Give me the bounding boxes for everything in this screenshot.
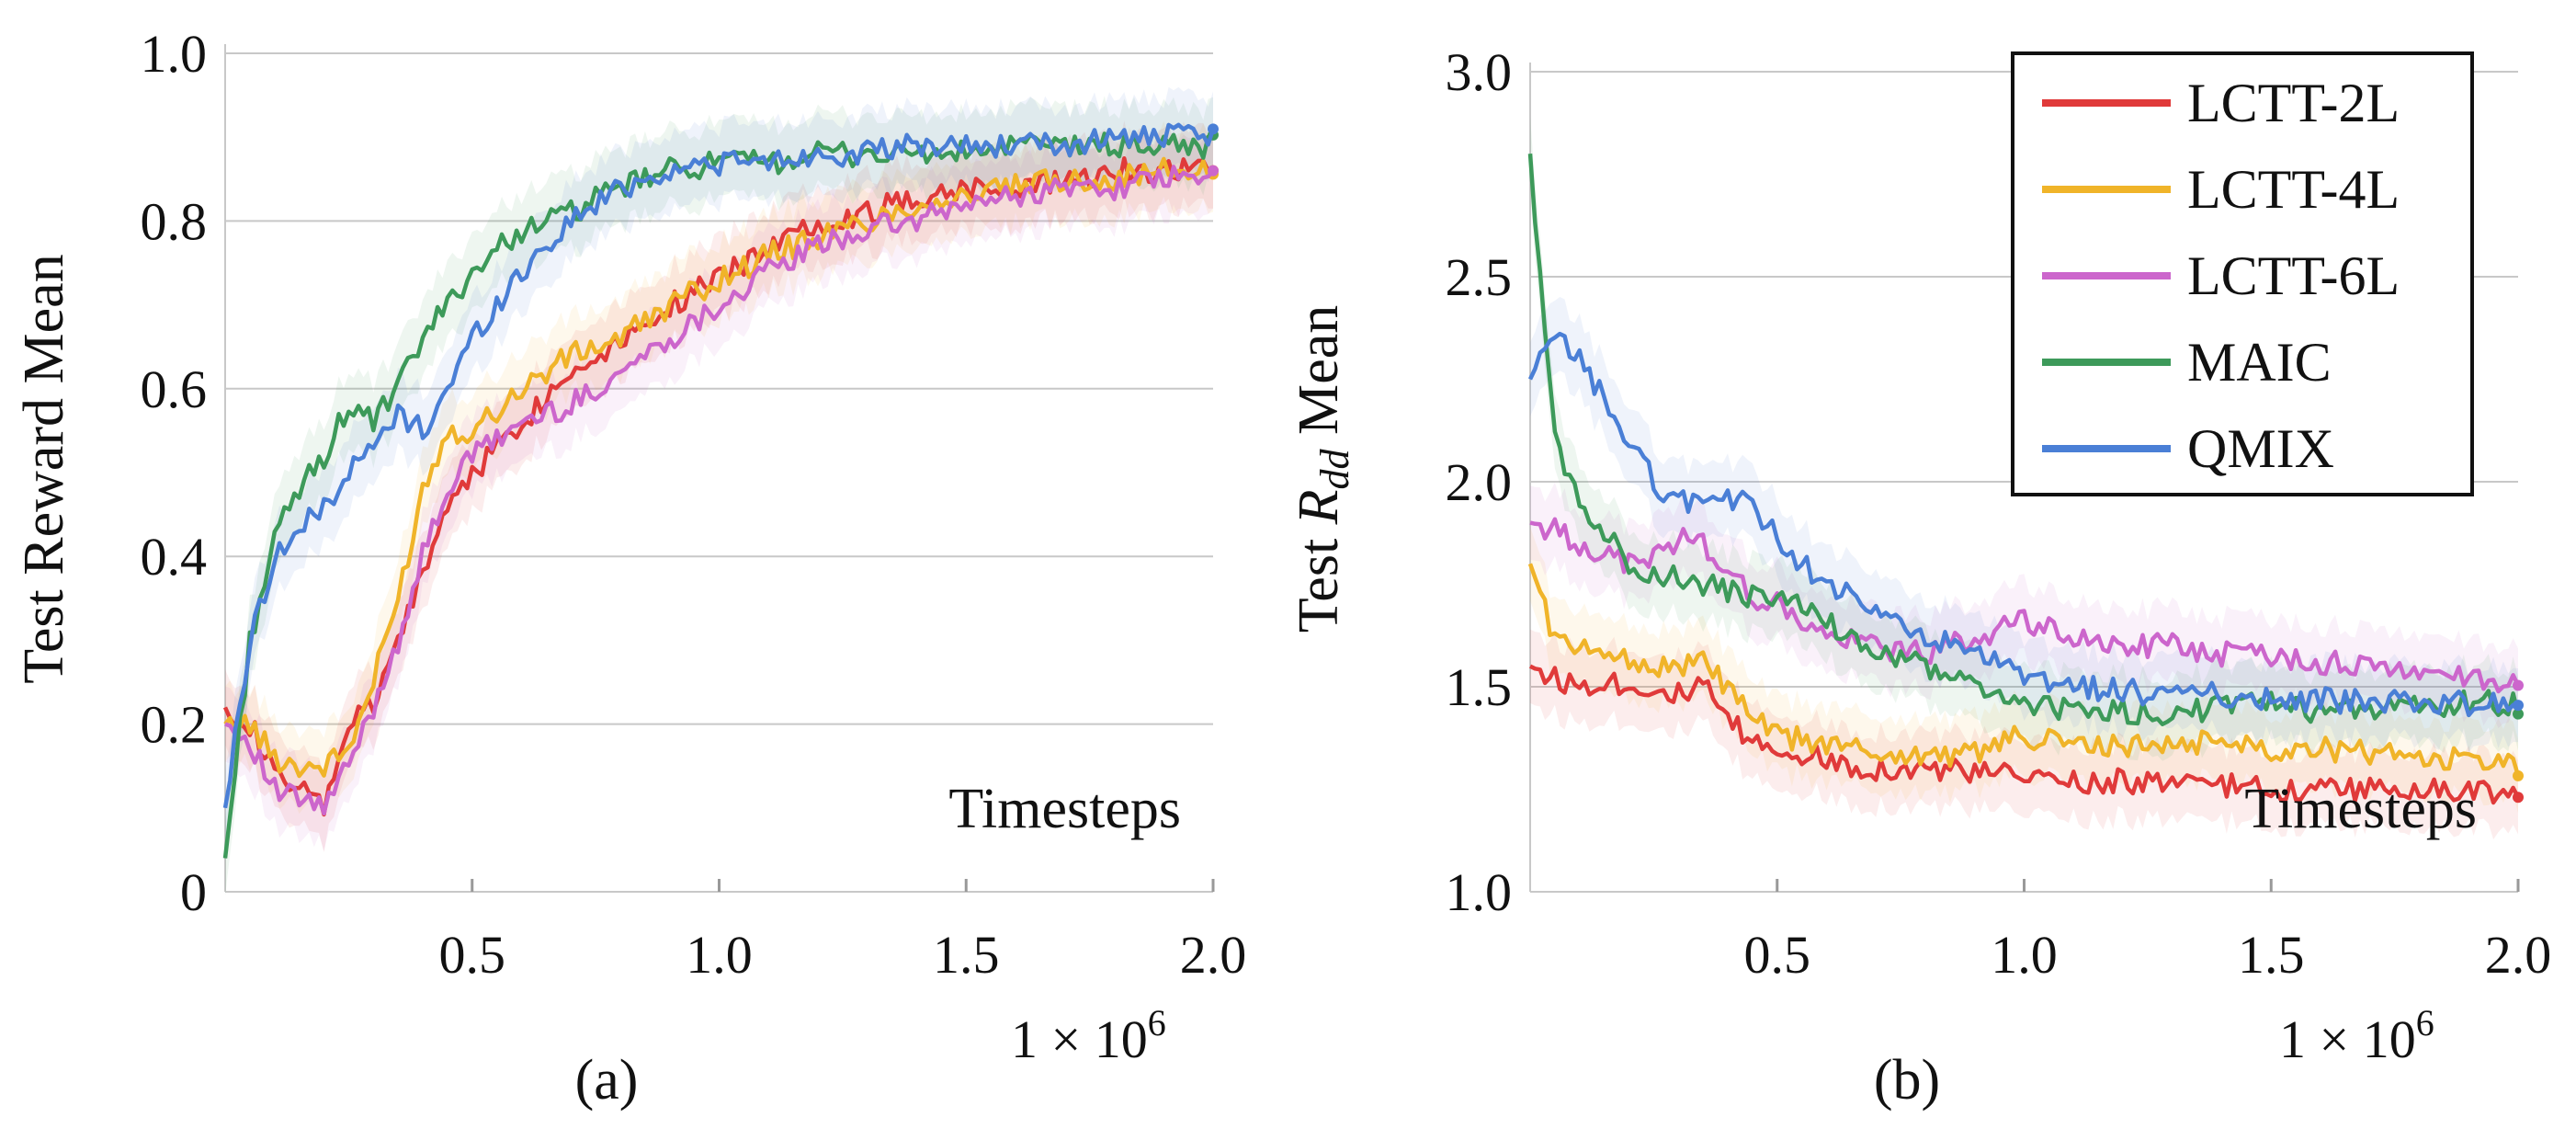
panel-b-ylabel-var: R <box>1288 489 1350 525</box>
legend-label-lctt-6l: LCTT-6L <box>2187 245 2400 306</box>
panel-a-ytick-label: 0.6 <box>141 359 208 419</box>
panel-b-endpoint-lctt-2l <box>2513 792 2524 804</box>
panel-b-xtick-label: 1.5 <box>2238 925 2305 985</box>
panel-b-endpoint-lctt-4l <box>2513 770 2524 781</box>
panel-b-ytick-label: 3.0 <box>1446 42 1513 102</box>
panel-a-line-maic <box>222 131 1214 859</box>
panel-a-x-multiplier-exponent: 6 <box>1148 1002 1166 1043</box>
panel-b-label: (b) <box>1874 1049 1940 1112</box>
panel-a-xtick-label: 1.5 <box>933 925 1000 985</box>
panel-b-ytick-label: 2.5 <box>1446 247 1513 307</box>
panel-a-xtick-label: 1.0 <box>686 925 753 985</box>
legend-label-lctt-2l: LCTT-2L <box>2187 73 2400 133</box>
panel-b-x-multiplier-base: 1 × 10 <box>2279 1009 2416 1069</box>
panel-b-xtick-label: 0.5 <box>1744 925 1811 985</box>
panel-b-xtick-label: 2.0 <box>2485 925 2552 985</box>
panel-b-line-qmix <box>1527 331 2519 718</box>
panel-b: 0.5 1.0 1.5 2.0 1.0 1.5 2.0 2.5 3.0 Timesteps T… <box>1288 42 2551 1112</box>
panel-a-endpoint-lctt-6l <box>1208 165 1219 177</box>
panel-a-xtick-label: 0.5 <box>439 925 506 985</box>
panel-b-endpoint-maic <box>2513 708 2524 720</box>
panel-b-ytick-label: 1.0 <box>1446 862 1513 922</box>
panel-a-line-lctt-4l <box>223 156 1214 779</box>
legend-label-maic: MAIC <box>2187 332 2332 393</box>
panel-a-band-maic <box>225 96 1213 896</box>
panel-b-line-maic <box>1527 154 2521 726</box>
panel-a-ytick-label: 0 <box>180 862 207 922</box>
panel-a-xlabel: Timesteps <box>948 778 1181 840</box>
panel-a-ytick-labels: 0 0.2 0.4 0.6 0.8 1.0 <box>141 24 208 922</box>
legend-label-qmix: QMIX <box>2187 418 2334 479</box>
panel-b-line-lctt-2l <box>1529 664 2520 805</box>
panel-b-line-lctt-6l <box>1529 517 2521 694</box>
panel-b-ylabel-sub: dd <box>1312 448 1357 489</box>
panel-a-x-multiplier-base: 1 × 10 <box>1011 1009 1148 1069</box>
panel-b-xtick-label: 1.0 <box>1991 925 2058 985</box>
panel-a-line-lctt-6l <box>224 165 1215 816</box>
panel-b-xtick-labels: 0.5 1.0 1.5 2.0 <box>1744 925 2552 985</box>
panel-b-ylabel-suffix: Mean <box>1288 305 1350 450</box>
panel-b-band-lctt-4l <box>1530 527 2518 813</box>
panel-a-x-multiplier: 1 × 106 <box>1011 1002 1166 1069</box>
panel-a-ytick-label: 0.2 <box>141 695 208 755</box>
panel-a-label: (a) <box>575 1049 639 1112</box>
panel-b-x-multiplier-exponent: 6 <box>2416 1002 2434 1043</box>
panel-a-line-qmix <box>222 122 1216 809</box>
panel-a-ytick-label: 0.8 <box>141 191 208 251</box>
panel-b-ytick-label: 1.5 <box>1446 657 1513 717</box>
panel-a-series-lines <box>222 122 1219 859</box>
panel-b-ylabel-prefix: Test <box>1288 524 1350 633</box>
panel-b-ytick-label: 2.0 <box>1446 452 1513 512</box>
panel-a-ytick-label: 0.4 <box>141 527 208 587</box>
panel-b-x-multiplier: 1 × 106 <box>2279 1002 2434 1069</box>
panel-a-xtick-labels: 0.5 1.0 1.5 2.0 <box>439 925 1247 985</box>
panel-b-line-lctt-4l <box>1527 563 2521 777</box>
panel-b-ylabel: Test Rdd Mean <box>1288 305 1357 633</box>
panel-a-ylabel: Test Reward Mean <box>13 254 75 683</box>
panel-b-endpoint-lctt-6l <box>2513 679 2524 691</box>
legend: LCTT-2L LCTT-4L LCTT-6L MAIC QMIX <box>2011 51 2474 496</box>
panel-b-series-lines <box>1527 154 2524 805</box>
panel-b-band-lctt-2l <box>1530 629 2518 840</box>
panel-b-endpoint-qmix <box>2513 700 2524 712</box>
panel-a-band-qmix <box>225 86 1213 846</box>
panel-a-gridlines <box>224 44 1215 893</box>
panel-a-xtick-label: 2.0 <box>1180 925 1247 985</box>
legend-label-lctt-4l: LCTT-4L <box>2187 159 2400 220</box>
panel-a: 0.5 1.0 1.5 2.0 00.20.40.60.81.0 Timesteps … <box>13 24 1246 1112</box>
panel-a-ytick-label: 1.0 <box>141 24 208 84</box>
panel-b-ytick-labels: 1.0 1.5 2.0 2.5 3.0 <box>1446 42 1513 922</box>
panel-a-endpoint-qmix <box>1208 123 1219 135</box>
panel-a-confidence-bands <box>225 86 1213 896</box>
panel-b-xlabel: Timesteps <box>2244 778 2477 840</box>
